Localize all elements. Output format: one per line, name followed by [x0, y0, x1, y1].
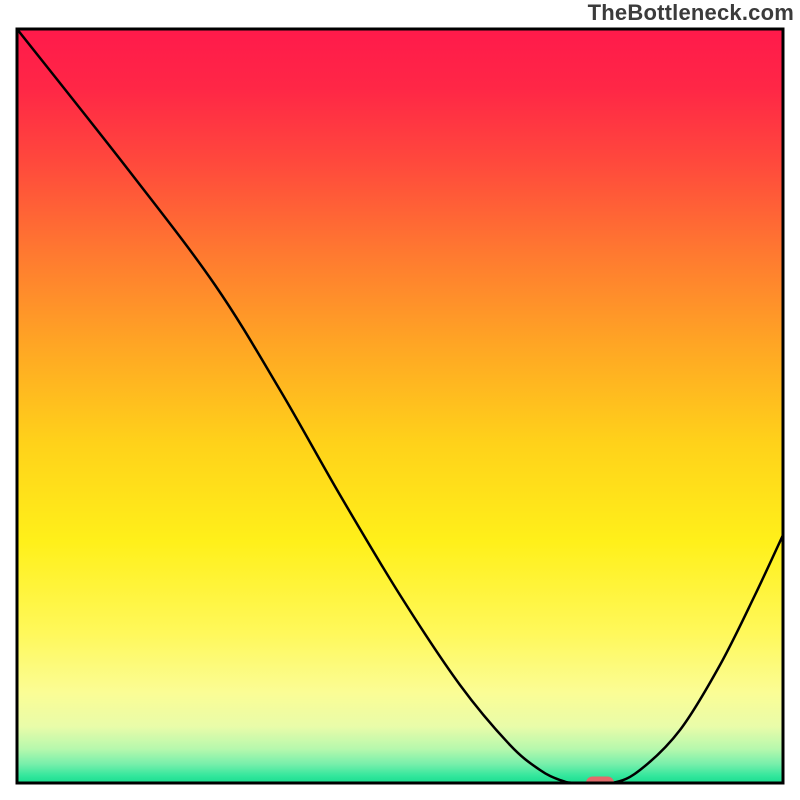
plot-background: [17, 29, 783, 783]
bottleneck-chart: [0, 0, 800, 800]
watermark-text: TheBottleneck.com: [588, 0, 794, 26]
